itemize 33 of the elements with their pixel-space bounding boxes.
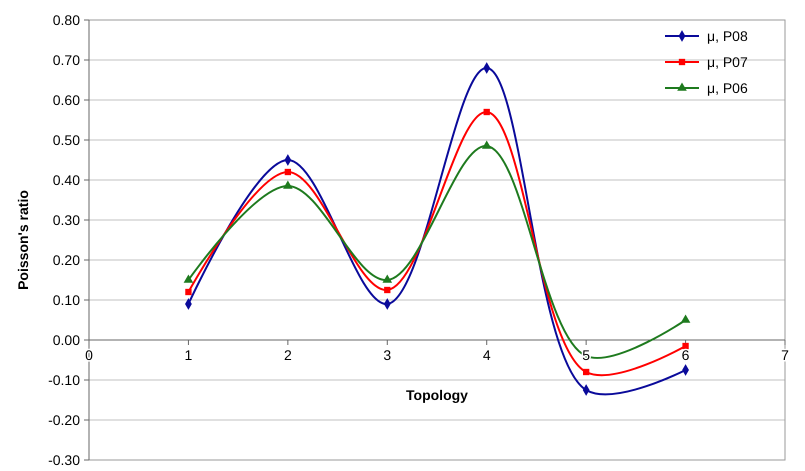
x-tick-label: 3 [383, 347, 392, 363]
y-tick-label: 0.50 [52, 132, 80, 148]
y-tick-label: -0.20 [48, 412, 80, 428]
point [382, 274, 392, 283]
point [185, 288, 192, 296]
y-tick-label: 0.60 [52, 92, 80, 108]
y-tick-label: 0.20 [52, 252, 80, 268]
y-tick-label: 0.00 [52, 332, 80, 348]
point [484, 108, 490, 116]
y-tick-label: 0.80 [52, 12, 80, 28]
x-tick-label: 4 [482, 347, 491, 363]
legend-label: μ, P08 [707, 28, 748, 44]
point [582, 368, 590, 376]
x-tick-label: 7 [781, 347, 790, 363]
x-tick-label: 6 [682, 347, 690, 363]
point [680, 314, 690, 323]
point [184, 274, 194, 283]
x-axis-title: Topology [406, 387, 468, 403]
point [384, 286, 390, 294]
y-tick-label: 0.40 [52, 172, 80, 188]
x-tick-label: 1 [184, 347, 193, 363]
point [283, 180, 293, 189]
point [284, 168, 292, 176]
y-axis-title: Poisson's ratio [15, 190, 31, 290]
y-tick-label: 0.30 [52, 212, 80, 228]
point [482, 140, 492, 149]
legend-label: μ, P06 [707, 80, 748, 96]
y-tick-label: 0.10 [52, 292, 80, 308]
legend-label: μ, P07 [707, 54, 748, 70]
x-tick-label: 2 [284, 347, 292, 363]
y-tick-label: 0.70 [52, 52, 80, 68]
y-tick-label: -0.10 [48, 372, 80, 388]
y-tick-label: -0.30 [48, 452, 80, 468]
